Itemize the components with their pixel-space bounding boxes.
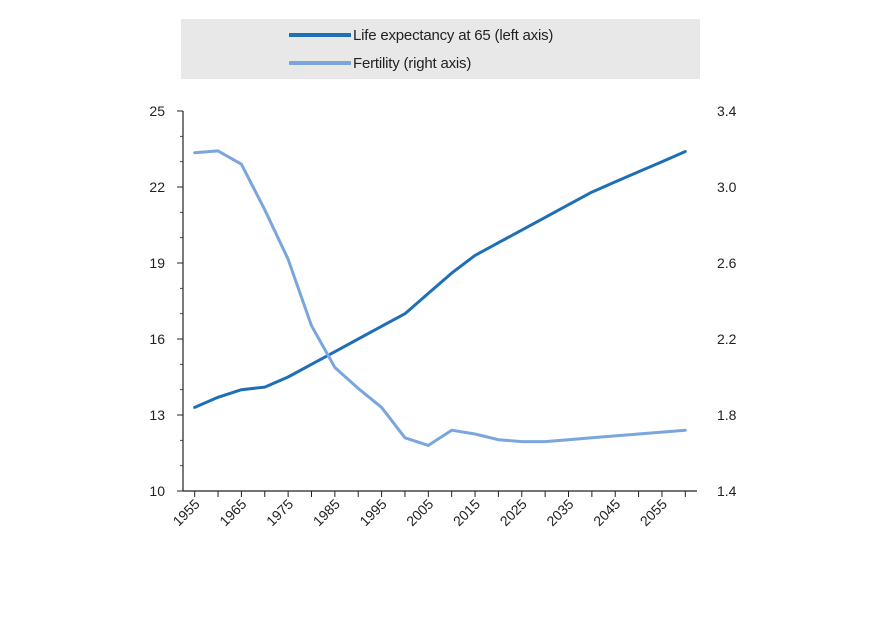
series [193, 149, 687, 447]
legend-item-life-expectancy: Life expectancy at 65 (left axis) [289, 25, 553, 45]
x-tick-label-1: 1965 [216, 496, 249, 529]
right-tick-label-4: 3.0 [717, 179, 737, 195]
x-tick-label-9: 2045 [590, 496, 623, 529]
left-tick-label-4: 22 [149, 179, 165, 195]
x-tick-label-10: 2055 [637, 496, 670, 529]
x-tick-label-0: 1955 [169, 496, 202, 529]
series-line-life-expectancy [193, 150, 687, 409]
x-tick-label-4: 1995 [356, 496, 389, 529]
left-tick-label-1: 13 [149, 407, 165, 423]
grid-lines [194, 111, 686, 491]
axes [182, 111, 697, 492]
legend-item-fertility: Fertility (right axis) [289, 53, 471, 73]
legend-swatch-fertility [289, 61, 351, 65]
x-tick-label-3: 1985 [310, 496, 343, 529]
x-tick-label-2: 1975 [263, 496, 296, 529]
legend: Life expectancy at 65 (left axis) Fertil… [181, 19, 700, 79]
right-tick-label-5: 3.4 [717, 103, 737, 119]
left-tick-label-3: 19 [149, 255, 165, 271]
left-tick-label-5: 25 [149, 103, 165, 119]
right-tick-label-2: 2.2 [717, 331, 737, 347]
series-line-fertility [193, 149, 687, 447]
left-tick-label-2: 16 [149, 331, 165, 347]
right-tick-label-3: 2.6 [717, 255, 737, 271]
right-tick-label-1: 1.8 [717, 407, 737, 423]
left-tick-label-0: 10 [149, 483, 165, 499]
right-tick-label-0: 1.4 [717, 483, 737, 499]
legend-label-life-expectancy: Life expectancy at 65 (left axis) [353, 26, 554, 44]
legend-swatch-life-expectancy [289, 33, 351, 37]
x-tick-label-5: 2005 [403, 496, 436, 529]
x-tick-label-8: 2035 [543, 496, 576, 529]
x-tick-label-7: 2025 [497, 496, 530, 529]
legend-label-fertility: Fertility (right axis) [353, 54, 472, 72]
x-tick-label-6: 2015 [450, 496, 483, 529]
